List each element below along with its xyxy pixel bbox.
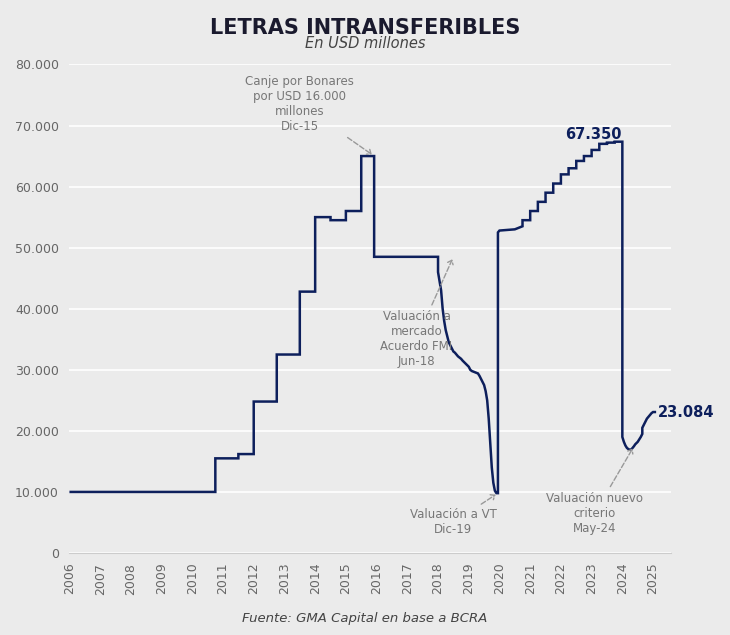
- Text: Fuente: GMA Capital en base a BCRA: Fuente: GMA Capital en base a BCRA: [242, 613, 488, 625]
- Text: 67.350: 67.350: [565, 127, 621, 142]
- Text: Valuación a
mercado
Acuerdo FMI
Jun-18: Valuación a mercado Acuerdo FMI Jun-18: [380, 260, 453, 368]
- Text: Valuación nuevo
criterio
May-24: Valuación nuevo criterio May-24: [546, 450, 643, 535]
- Text: LETRAS INTRANSFERIBLES: LETRAS INTRANSFERIBLES: [210, 18, 520, 37]
- Text: Canje por Bonares
por USD 16.000
millones
Dic-15: Canje por Bonares por USD 16.000 millone…: [245, 75, 371, 154]
- Text: Valuación a VT
Dic-19: Valuación a VT Dic-19: [410, 495, 497, 537]
- Text: En USD millones: En USD millones: [304, 36, 426, 51]
- Text: 23.084: 23.084: [658, 404, 714, 420]
